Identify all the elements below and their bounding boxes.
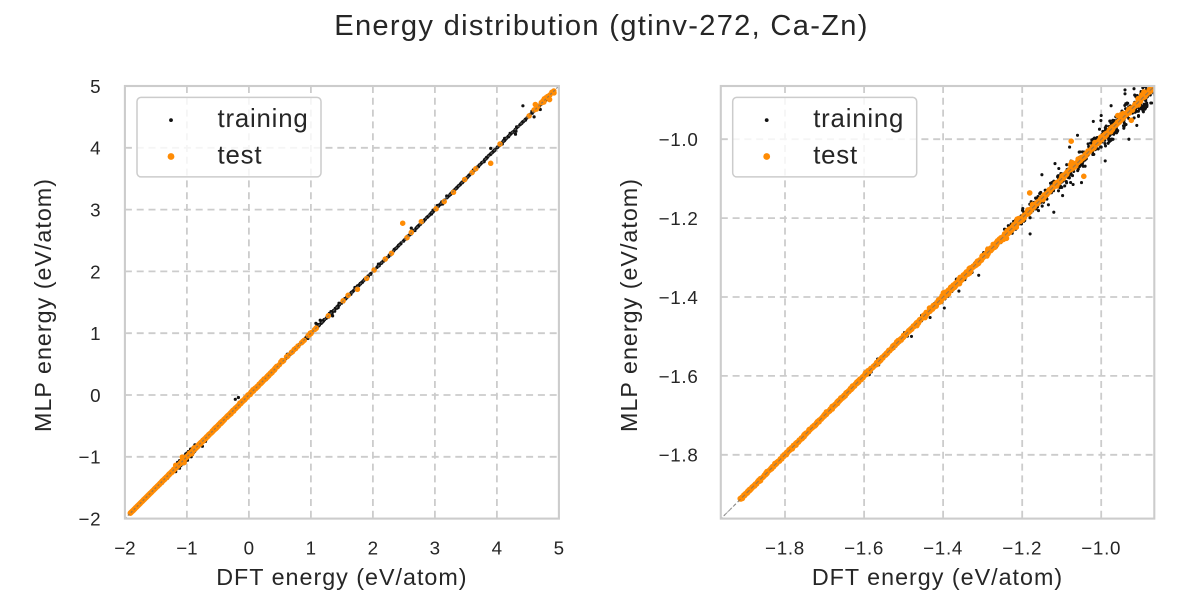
svg-text:1: 1 — [90, 323, 101, 344]
svg-text:−1.4: −1.4 — [923, 537, 963, 558]
svg-text:4: 4 — [90, 138, 101, 159]
svg-text:−1.6: −1.6 — [659, 366, 699, 387]
svg-text:DFT energy (eV/atom): DFT energy (eV/atom) — [216, 564, 467, 590]
svg-text:training: training — [218, 105, 309, 133]
svg-text:test: test — [218, 141, 263, 169]
svg-text:−2: −2 — [78, 509, 101, 530]
svg-text:−1.0: −1.0 — [659, 129, 699, 150]
svg-text:−1: −1 — [78, 447, 101, 468]
svg-text:0: 0 — [90, 385, 101, 406]
svg-text:−1.2: −1.2 — [1002, 537, 1042, 558]
svg-text:test: test — [813, 141, 858, 169]
svg-text:−1.2: −1.2 — [659, 208, 699, 229]
svg-text:3: 3 — [430, 537, 440, 558]
svg-text:MLP energy (eV/atom): MLP energy (eV/atom) — [616, 178, 642, 432]
svg-text:1: 1 — [306, 537, 316, 558]
svg-text:2: 2 — [90, 261, 101, 282]
svg-text:training: training — [813, 105, 904, 133]
svg-text:0: 0 — [244, 537, 254, 558]
svg-text:−1.4: −1.4 — [659, 287, 699, 308]
svg-text:MLP energy (eV/atom): MLP energy (eV/atom) — [30, 178, 56, 432]
svg-text:−1: −1 — [176, 537, 197, 558]
svg-text:5: 5 — [554, 537, 564, 558]
svg-text:DFT energy (eV/atom): DFT energy (eV/atom) — [812, 564, 1063, 590]
svg-text:Energy distribution (gtinv-272: Energy distribution (gtinv-272, Ca-Zn) — [334, 10, 869, 42]
svg-text:−1.6: −1.6 — [844, 537, 884, 558]
svg-text:−2: −2 — [114, 537, 135, 558]
svg-text:2: 2 — [368, 537, 378, 558]
svg-text:−1.8: −1.8 — [659, 445, 699, 466]
svg-text:4: 4 — [492, 537, 502, 558]
svg-text:−1.8: −1.8 — [765, 537, 805, 558]
svg-text:5: 5 — [90, 76, 101, 97]
svg-text:−1.0: −1.0 — [1081, 537, 1121, 558]
svg-text:3: 3 — [90, 200, 101, 221]
